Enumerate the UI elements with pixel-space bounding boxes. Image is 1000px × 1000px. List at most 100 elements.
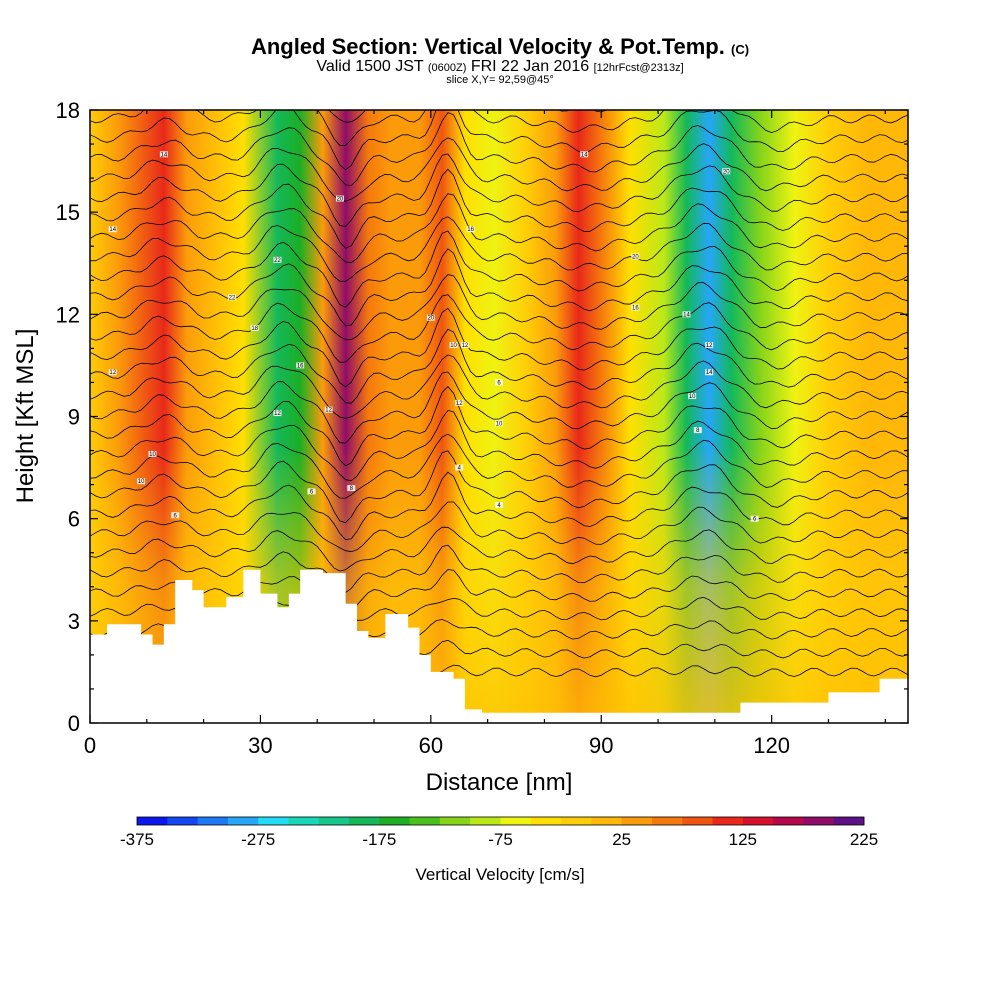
contour-label: 12	[325, 408, 332, 414]
contour-label: 12	[462, 343, 469, 349]
colorbar-tick-label: -75	[488, 830, 513, 849]
subtitle-forecast: [12hrFcst@2313z]	[593, 62, 684, 74]
isentrope-line	[90, 294, 908, 363]
colorbar-frame	[136, 816, 865, 826]
colorbar-swatch	[349, 817, 380, 825]
contour-label-bg	[426, 314, 435, 321]
isentrope-line	[90, 216, 908, 282]
contour-label-bg	[273, 256, 282, 263]
contour-label: 14	[683, 312, 690, 318]
contour-label: 12	[456, 401, 463, 407]
y-tick-label: 3	[68, 609, 80, 634]
x-tick-label: 90	[589, 733, 613, 758]
isentrope-line	[90, 110, 908, 146]
contour-label-bg	[460, 341, 469, 348]
colorbar-swatch	[621, 817, 653, 825]
contour-label-bg	[455, 464, 464, 471]
colorbar-swatch	[439, 817, 471, 825]
colorbar-swatch	[470, 817, 501, 825]
contour-label-bg	[307, 488, 316, 495]
colorbar-swatch	[409, 817, 441, 825]
contour-label: 16	[297, 363, 304, 369]
contour-label: 16	[467, 227, 474, 233]
contour-label-bg	[137, 478, 146, 485]
subtitle-utc: (0600Z)	[427, 62, 467, 74]
contour-label: 4	[497, 503, 501, 509]
y-tick-label: 12	[56, 302, 80, 327]
contour-label-bg	[705, 341, 714, 348]
colorbar-swatch	[682, 817, 713, 825]
colorbar-tick-label: -175	[362, 830, 396, 849]
isentrope-line	[90, 274, 908, 341]
subtitle-date: FRI 22 Jan 2016	[470, 58, 590, 75]
contour-label: 14	[109, 227, 116, 233]
isentrope-line	[90, 569, 908, 609]
contour-label-bg	[631, 304, 640, 311]
x-tick-label: 30	[248, 733, 272, 758]
y-tick-label: 15	[56, 200, 80, 225]
colorbar-swatch	[742, 817, 774, 825]
contour-label: 14	[581, 152, 588, 158]
colorbar-swatch	[833, 817, 865, 825]
contour-label: 6	[753, 517, 757, 523]
isentrope-line	[90, 112, 908, 186]
contour-label-bg	[449, 341, 458, 348]
chart-subtitle: Valid 1500 JST (0600Z) FRI 22 Jan 2016 […	[0, 59, 1000, 75]
contour-labels: 14 14 12 10 10 6 20 22 22 18 16 12 12 6 8 16 20 10 12 6 12 10…	[108, 151, 759, 523]
contour-label-bg	[722, 168, 731, 175]
x-tick-label: 120	[753, 733, 790, 758]
isentrope-line	[90, 354, 908, 419]
contour-label: 18	[251, 326, 258, 332]
isentrope-line	[90, 544, 908, 593]
colorbar-label: Vertical Velocity [cm/s]	[415, 865, 584, 884]
colorbar-tick-label: -375	[120, 830, 154, 849]
y-tick-label: 6	[68, 507, 80, 532]
contour-label-bg	[347, 485, 356, 492]
contour-label-bg	[682, 311, 691, 318]
isentrope-line	[90, 371, 908, 444]
contour-label: 6	[310, 489, 314, 495]
contour-label: 20	[427, 316, 434, 322]
contour-label: 6	[497, 380, 501, 386]
colorbar-swatch	[712, 817, 744, 825]
contour-label: 10	[450, 343, 457, 349]
contour-label: 20	[723, 169, 730, 175]
colorbar-swatch	[167, 817, 198, 825]
contour-label: 8	[696, 428, 700, 434]
contour-label-bg	[688, 393, 697, 400]
contour-label: 20	[337, 197, 344, 203]
isentrope-line	[90, 110, 908, 171]
contour-label-bg	[705, 369, 714, 376]
colorbar-swatch	[561, 817, 592, 825]
isentrope-line	[90, 248, 908, 327]
subtitle-valid: Valid 1500 JST	[316, 58, 424, 75]
contour-label-bg	[108, 226, 117, 233]
colorbar-tick-label: 25	[612, 830, 631, 849]
colorbar-swatch	[591, 817, 623, 825]
isentrope-line	[90, 433, 908, 499]
chart-title: Angled Section: Vertical Velocity & Pot.…	[0, 36, 1000, 58]
isentrope-line	[90, 386, 908, 467]
contour-label: 16	[632, 306, 639, 312]
colorbar-swatch	[227, 817, 259, 825]
isentrope-line	[90, 409, 908, 482]
y-axis: 0 3 6 9 12 15 18	[56, 98, 908, 736]
contour-label: 10	[496, 421, 503, 427]
contour-label: 22	[229, 295, 236, 301]
isentrope-line	[90, 193, 908, 264]
contour-label-bg	[228, 294, 237, 301]
isentrope-line	[90, 526, 908, 572]
slice-info: slice X,Y= 92,59@45°	[446, 74, 554, 86]
isentrope-line	[90, 307, 908, 388]
contour-label-bg	[693, 427, 702, 434]
y-tick-label: 9	[68, 405, 80, 430]
contour-label-bg	[580, 151, 589, 158]
colorbar-tick-label: 125	[729, 830, 757, 849]
contour-label-bg	[324, 406, 333, 413]
contour-label-bg	[296, 362, 305, 369]
isentrope-line	[90, 450, 908, 524]
colorbar-tick-label: -275	[241, 830, 275, 849]
isentrope-line	[90, 168, 908, 249]
colorbar-swatch	[258, 817, 289, 825]
